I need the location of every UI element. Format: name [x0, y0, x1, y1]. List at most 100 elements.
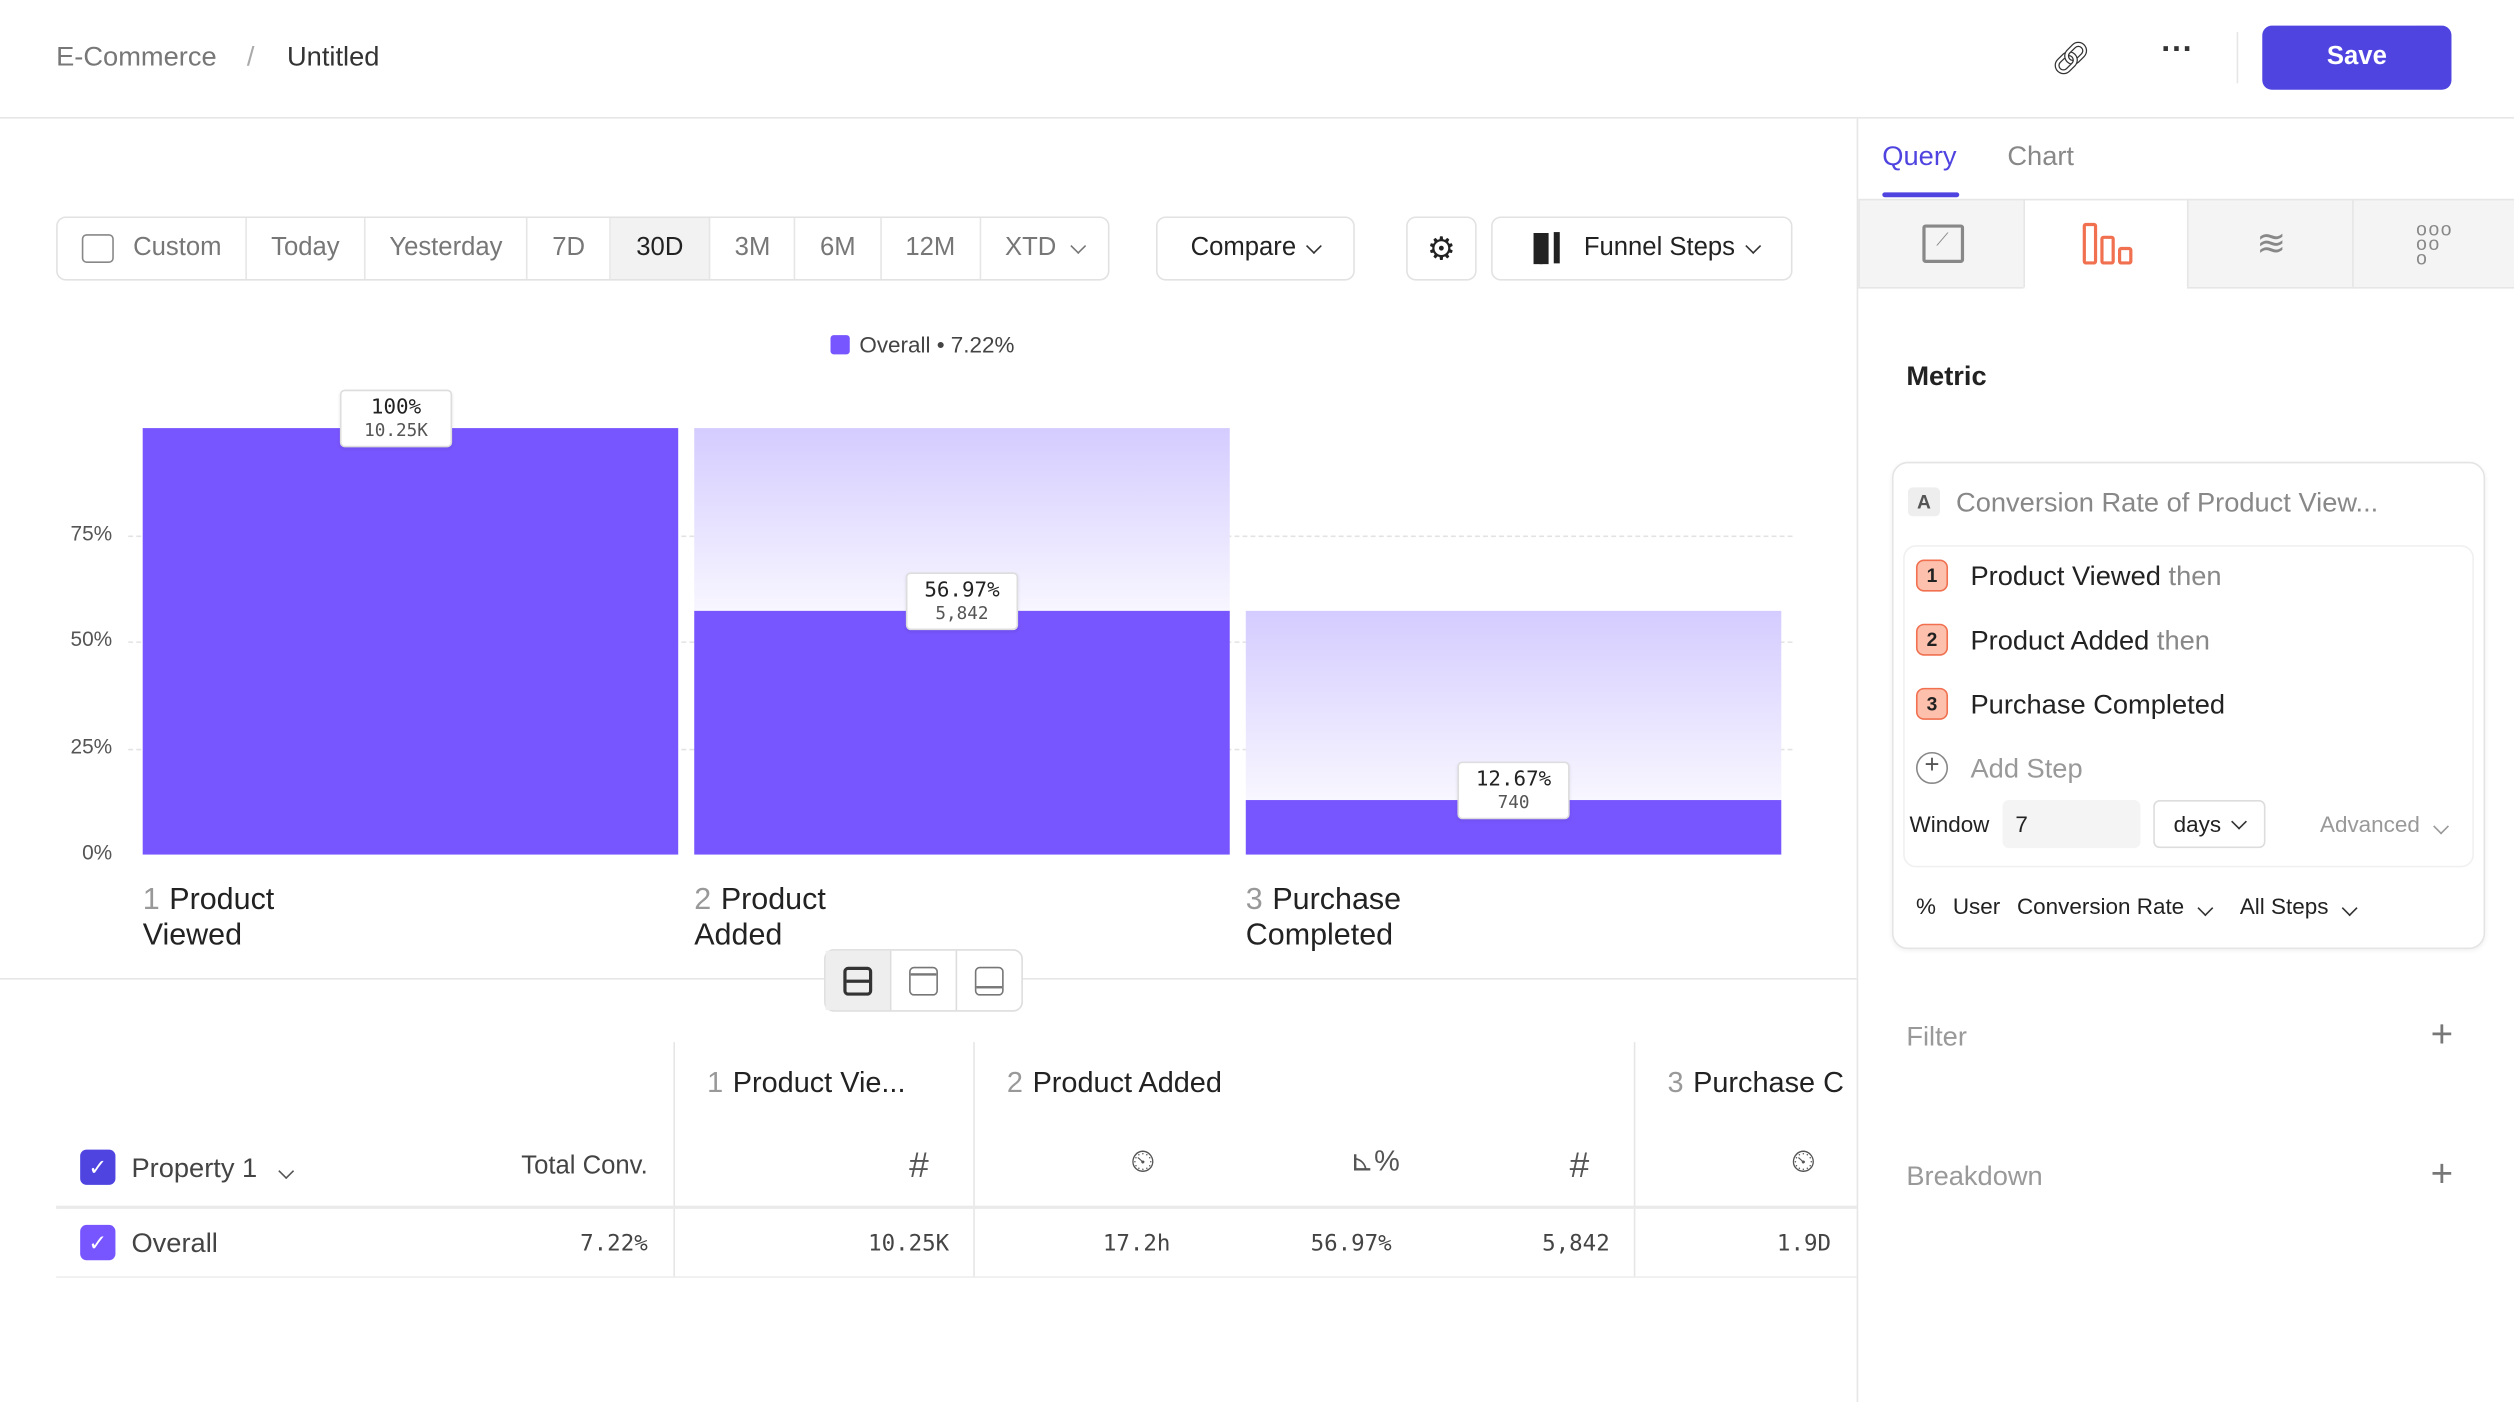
- metric-name[interactable]: Conversion Rate of Product View...: [1956, 487, 2379, 518]
- layout-table-button[interactable]: [955, 950, 1022, 1011]
- report-type-funnels[interactable]: [2023, 198, 2192, 289]
- layout-chart-icon: [909, 966, 938, 995]
- row-checkbox[interactable]: ✓: [80, 1224, 116, 1261]
- cell-value: 1.9D: [1776, 1231, 1831, 1258]
- line-chart-icon: ⟋: [1921, 224, 1964, 263]
- breakdown-label: Breakdown: [1906, 1160, 2043, 1192]
- report-type-insights[interactable]: ⟋: [1858, 198, 2027, 289]
- chevron-down-icon: [2231, 812, 2248, 829]
- step-badge: 3: [1915, 687, 1949, 720]
- step-name: Purchase C: [1693, 1066, 1844, 1099]
- metric-title: Metric: [1906, 360, 1987, 392]
- chart-legend[interactable]: Overall • 7.22%: [830, 331, 1015, 358]
- user-label[interactable]: User: [1952, 893, 2001, 919]
- save-button[interactable]: Save: [2262, 25, 2452, 90]
- count-icon: #: [1569, 1144, 1590, 1185]
- breadcrumb-root[interactable]: E-Commerce: [56, 41, 217, 73]
- x-axis-label: 2 Product Added: [694, 883, 826, 954]
- step-item[interactable]: Product Viewed then: [1970, 561, 2221, 593]
- x-axis-label: 3 Purchase Completed: [1246, 883, 1401, 954]
- step-number: 3: [1245, 883, 1263, 918]
- window-unit-select[interactable]: days: [2153, 800, 2266, 849]
- step-name: Purchase Completed: [1245, 883, 1402, 953]
- bar-data-label: 100% 10.25K: [339, 389, 453, 448]
- window-label: Window: [1909, 811, 1990, 837]
- bar-count: 740: [1497, 792, 1530, 814]
- chevron-down-icon: [1069, 237, 1086, 254]
- link-icon[interactable]: 🔗︎: [2050, 41, 2092, 77]
- conversion-rate-label: Conversion Rate: [2016, 893, 2185, 919]
- tab-query[interactable]: Query: [1882, 141, 1957, 172]
- window-input[interactable]: 7: [2002, 800, 2141, 849]
- gridline: [128, 855, 1792, 857]
- total-conv-header[interactable]: Total Conv.: [521, 1152, 648, 1181]
- bar-percent: 100%: [370, 396, 422, 421]
- layout-split-icon: [843, 966, 873, 995]
- divider: [973, 1042, 975, 1278]
- total-conv-value: 7.22%: [580, 1231, 648, 1258]
- chart-type-label: Funnel Steps: [1583, 234, 1735, 262]
- step-item[interactable]: Purchase Completed: [1970, 689, 2225, 721]
- step-number: 3: [1667, 1066, 1684, 1099]
- y-tick-label: 50%: [70, 626, 113, 651]
- legend-label: Overall • 7.22%: [859, 331, 1015, 358]
- chevron-down-icon: [278, 1163, 295, 1180]
- date-6m[interactable]: 6M: [796, 218, 882, 279]
- step-name: Product Added: [694, 883, 826, 953]
- layout-chart-button[interactable]: [889, 950, 956, 1011]
- calendar-icon: [81, 234, 114, 263]
- time-to-convert-icon: ⏲︎: [1790, 1144, 1816, 1181]
- report-type-flows[interactable]: ≋: [2186, 198, 2356, 289]
- date-xtd[interactable]: XTD: [981, 218, 1108, 279]
- step-name: Product Viewed: [1970, 561, 2161, 592]
- plus-icon: +: [1915, 751, 1949, 785]
- step-item[interactable]: Product Added then: [1970, 625, 2209, 657]
- percent-icon: %: [1915, 893, 1936, 919]
- divider: [673, 1042, 675, 1278]
- gear-icon: ⚙: [1427, 231, 1456, 267]
- cell-value: 17.2h: [1102, 1231, 1171, 1258]
- more-icon[interactable]: ···: [2161, 32, 2194, 68]
- all-steps-select[interactable]: All Steps: [2240, 893, 2358, 919]
- step-number: 1: [707, 1066, 724, 1099]
- settings-button[interactable]: ⚙: [1406, 216, 1477, 281]
- add-step-button[interactable]: Add Step: [1970, 753, 2083, 785]
- bar-percent: 56.97%: [924, 579, 1000, 604]
- date-yesterday[interactable]: Yesterday: [365, 218, 529, 279]
- funnel-bar[interactable]: [694, 611, 1230, 855]
- y-tick-label: 75%: [70, 520, 113, 545]
- tab-chart[interactable]: Chart: [2007, 141, 2075, 172]
- steps-box: [1903, 545, 2474, 868]
- date-custom[interactable]: Custom: [58, 218, 248, 279]
- advanced-toggle[interactable]: Advanced: [2320, 811, 2450, 837]
- funnel-bar[interactable]: [142, 428, 679, 855]
- metric-letter-badge: A: [1907, 487, 1941, 517]
- chevron-down-icon: [2341, 900, 2358, 917]
- property-dropdown[interactable]: Property 1: [131, 1153, 295, 1185]
- step-badge: 1: [1915, 559, 1949, 592]
- step-number: 2: [694, 883, 712, 918]
- add-filter-plus-icon[interactable]: +: [2430, 1013, 2454, 1057]
- column-header-step-3: 3 Purchase C: [1667, 1066, 1856, 1100]
- date-today[interactable]: Today: [247, 218, 366, 279]
- divider: [56, 1276, 1857, 1278]
- step-name: Product Vie...: [732, 1066, 906, 1099]
- add-breakdown-plus-icon[interactable]: +: [2430, 1152, 2454, 1197]
- breadcrumb-current[interactable]: Untitled: [286, 41, 380, 73]
- date-3m[interactable]: 3M: [711, 218, 796, 279]
- layout-split-button[interactable]: [825, 950, 890, 1011]
- compare-button[interactable]: Compare: [1155, 216, 1355, 281]
- conversion-rate-select[interactable]: Conversion Rate: [2016, 893, 2214, 919]
- date-7d[interactable]: 7D: [528, 218, 611, 279]
- time-to-convert-icon: ⏲︎: [1130, 1144, 1156, 1181]
- step-name: Product Added: [1970, 625, 2150, 656]
- report-type-retention[interactable]: ooo oo o: [2352, 198, 2514, 289]
- date-30d[interactable]: 30D: [610, 218, 711, 279]
- chevron-down-icon: [1306, 237, 1323, 254]
- date-12m[interactable]: 12M: [881, 218, 981, 279]
- select-all-checkbox[interactable]: ✓: [80, 1149, 116, 1185]
- bar-count: 5,842: [935, 603, 989, 625]
- chart-type-button[interactable]: ▐▌▎ Funnel Steps: [1491, 216, 1793, 281]
- funnel-bars-icon: [2082, 222, 2133, 265]
- advanced-label: Advanced: [2320, 811, 2420, 837]
